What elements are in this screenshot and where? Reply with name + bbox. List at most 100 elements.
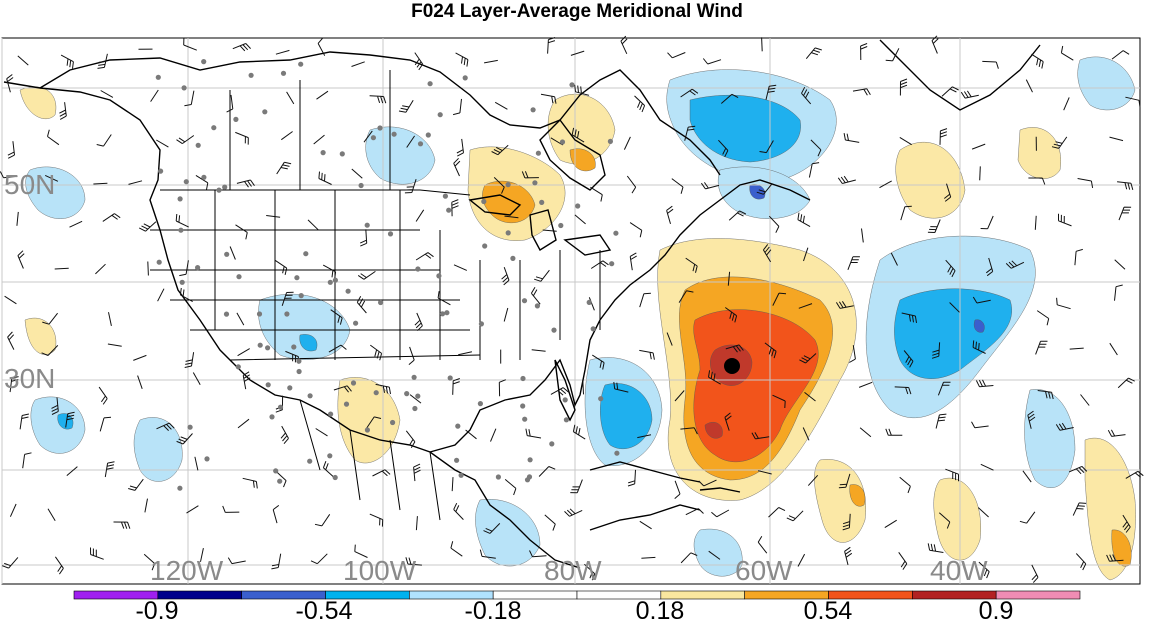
station-dot: [378, 299, 384, 306]
wind-barb: [570, 50, 585, 56]
wind-barb: [1109, 136, 1124, 142]
wind-barb: [801, 86, 812, 105]
wind-barb: [100, 90, 114, 98]
wind-barb: [639, 292, 651, 308]
station-dot: [177, 485, 183, 491]
wind-barb: [684, 125, 696, 141]
station-dot: [569, 82, 575, 88]
station-dot: [307, 393, 313, 399]
wind-barb: [1069, 347, 1084, 350]
wind-barb: [810, 139, 822, 157]
wind-barb: [847, 256, 860, 270]
wind-barb: [450, 541, 463, 557]
colorbar-label-1: -0.54: [296, 597, 353, 622]
wind-barb: [59, 102, 67, 120]
wind-barb: [281, 131, 293, 141]
station-dot: [530, 107, 536, 113]
wind-barb: [451, 477, 454, 492]
wind-barb: [931, 35, 939, 54]
colorbar-label-3: 0.18: [636, 597, 685, 622]
wind-barb: [885, 48, 900, 62]
wind-barb: [1111, 50, 1130, 60]
wind-barb: [128, 478, 144, 491]
shaded-region: [693, 528, 743, 577]
wind-barb: [1109, 342, 1118, 356]
wind-barb: [144, 498, 148, 513]
shaded-region: [547, 93, 616, 164]
wind-barb: [1117, 181, 1134, 191]
wind-barb: [137, 375, 143, 389]
wind-barb: [1072, 502, 1087, 516]
wind-barb: [229, 246, 236, 260]
wind-barb: [414, 312, 423, 332]
wind-barb: [639, 520, 652, 530]
wind-barb: [724, 412, 732, 431]
wind-barb: [143, 553, 156, 571]
wind-barb: [799, 353, 817, 364]
station-dot: [277, 404, 284, 410]
storm-center-marker: [724, 358, 740, 374]
wind-barb: [365, 416, 382, 429]
wind-barb: [237, 418, 250, 429]
wind-barb: [179, 260, 189, 277]
station-dot: [332, 474, 338, 481]
wind-barb: [1080, 394, 1090, 406]
station-dot: [481, 198, 487, 205]
wind-barb: [501, 267, 510, 286]
wind-barb: [592, 354, 605, 370]
lon-label-80w: 80W: [544, 555, 602, 586]
wind-barb: [490, 428, 497, 442]
wind-barb: [982, 60, 999, 69]
wind-barb: [504, 215, 519, 219]
wind-barb: [768, 215, 780, 233]
wind-barb: [1055, 422, 1074, 431]
wind-barb: [582, 380, 584, 395]
wind-barb: [150, 89, 159, 102]
wind-barb: [1034, 215, 1037, 230]
wind-barb: [765, 84, 777, 100]
wind-barb: [935, 413, 947, 429]
wind-barb: [702, 58, 722, 65]
station-dot: [328, 411, 334, 417]
wind-barb: [572, 424, 586, 440]
station-dot: [614, 450, 620, 456]
station-dot: [563, 417, 570, 423]
wind-barb: [184, 90, 195, 107]
wind-barb: [708, 550, 721, 560]
wind-barb: [60, 54, 74, 69]
wind-barb: [498, 379, 506, 397]
wind-barb: [108, 312, 112, 327]
wind-barb: [1027, 410, 1036, 429]
wind-barb: [7, 331, 15, 350]
station-dot: [447, 375, 453, 381]
wind-barb: [200, 547, 204, 562]
wind-barb: [978, 561, 990, 579]
shaded-region: [30, 396, 86, 454]
wind-barb: [19, 413, 30, 430]
wind-barb: [945, 468, 959, 482]
wind-barb: [452, 98, 462, 116]
wind-barb: [667, 52, 686, 59]
chart-title: F024 Layer-Average Meridional Wind: [411, 1, 743, 22]
wind-barb: [759, 140, 774, 154]
wind-barb: [266, 215, 281, 218]
wind-barb: [452, 378, 460, 395]
wind-barb: [1025, 79, 1033, 93]
wind-barb: [322, 264, 337, 279]
wind-barb: [96, 134, 112, 147]
wind-barb: [808, 162, 820, 178]
coastlines-and-borders: [3, 39, 1041, 569]
station-dot: [201, 174, 207, 180]
wind-barb: [1106, 554, 1124, 562]
station-dot: [477, 401, 483, 407]
wind-barb: [627, 469, 636, 487]
wind-barb: [99, 416, 112, 432]
wind-barb: [41, 345, 59, 356]
wind-barb: [725, 344, 744, 353]
wind-barb: [156, 139, 169, 148]
wind-barb: [975, 379, 994, 388]
wind-barb: [314, 514, 331, 527]
shaded-region: [600, 383, 653, 449]
colorbar-box: [995, 590, 1081, 600]
